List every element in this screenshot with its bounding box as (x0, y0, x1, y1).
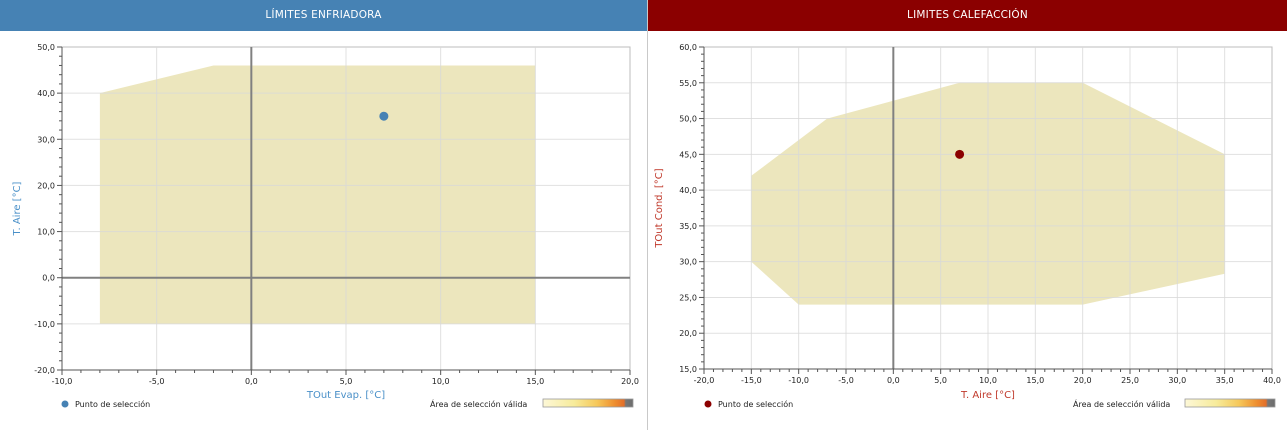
heating-limits-header: LIMITES CALEFACCIÓN (648, 0, 1287, 31)
legend-point-marker (61, 400, 69, 408)
y-tick-label: 50,0 (679, 115, 697, 124)
y-tick-label: 0,0 (42, 274, 55, 283)
x-tick-label: -10,0 (788, 376, 809, 385)
legend-area-gradient-bar (542, 398, 634, 408)
y-tick-label: 40,0 (37, 89, 55, 98)
legend-point-marker (704, 400, 712, 408)
x-tick-label: 20,0 (1074, 376, 1092, 385)
selection-point (955, 149, 965, 159)
x-axis-label: TOut Evap. [°C] (306, 390, 385, 401)
heating-limits-panel: LIMITES CALEFACCIÓN -20,0 -15,0 -10,0 -5,0 0… (648, 0, 1287, 430)
heating-limits-chart: -20,0 -15,0 -10,0 -5,0 0,0 5,0 10,0 15,0 20,0 25,… (654, 43, 1281, 409)
x-tick-label: 5,0 (934, 376, 947, 385)
legend-point-label: Punto de selección (75, 399, 150, 409)
chiller-limits-panel: LÍMITES ENFRIADORA -10,0 -5,0 0,0 5,0 10,0 15… (0, 0, 648, 430)
x-tick-label: -20,0 (694, 376, 715, 385)
x-axis-label: T. Aire [°C] (960, 390, 1015, 401)
x-tick-label: -10,0 (52, 377, 73, 386)
y-tick-label: 15,0 (679, 365, 697, 374)
y-tick-label: 30,0 (37, 135, 55, 144)
x-tick-label: 15,0 (526, 377, 544, 386)
y-tick-label: 55,0 (679, 79, 697, 88)
x-tick-label: 10,0 (979, 376, 997, 385)
x-tick-label: -15,0 (741, 376, 762, 385)
y-tick-label: 40,0 (679, 186, 697, 195)
x-tick-label: 15,0 (1026, 376, 1044, 385)
y-tick-label: 60,0 (679, 43, 697, 52)
chiller-limits-chart: -10,0 -5,0 0,0 5,0 10,0 15,0 20,0 50,0 40,0 30,0 2… (12, 43, 639, 409)
legend-area-gradient-bar (1184, 398, 1276, 408)
x-tick-label: 5,0 (340, 377, 353, 386)
y-axis-label: TOut Cond. [°C] (654, 168, 665, 248)
x-tick-label: -5,0 (838, 376, 854, 385)
legend-point-label: Punto de selección (718, 399, 793, 409)
y-tick-label: 45,0 (679, 150, 697, 159)
x-tick-label: 0,0 (245, 377, 258, 386)
x-tick-label: 40,0 (1263, 376, 1281, 385)
valid-area-polygon (99, 65, 536, 324)
legend-area-label: Área de selección válida (430, 398, 527, 409)
selection-point (379, 111, 389, 121)
x-tick-label: 0,0 (887, 376, 900, 385)
y-tick-label: 30,0 (679, 258, 697, 267)
y-tick-label: 20,0 (37, 181, 55, 190)
y-tick-label: 35,0 (679, 222, 697, 231)
y-tick-label: -20,0 (34, 366, 55, 375)
y-tick-label: 25,0 (679, 293, 697, 302)
x-tick-label: 30,0 (1168, 376, 1186, 385)
x-tick-label: 10,0 (432, 377, 450, 386)
y-axis-label: T. Aire [°C] (12, 181, 23, 236)
x-tick-label: 35,0 (1216, 376, 1234, 385)
legend-area-label: Área de selección válida (1073, 398, 1170, 409)
x-tick-label: -5,0 (149, 377, 165, 386)
y-tick-label: 50,0 (37, 43, 55, 52)
y-tick-label: -10,0 (34, 320, 55, 329)
x-tick-label: 20,0 (621, 377, 639, 386)
x-tick-label: 25,0 (1121, 376, 1139, 385)
chiller-limits-header: LÍMITES ENFRIADORA (0, 0, 647, 31)
y-tick-label: 20,0 (679, 329, 697, 338)
y-tick-label: 10,0 (37, 228, 55, 237)
